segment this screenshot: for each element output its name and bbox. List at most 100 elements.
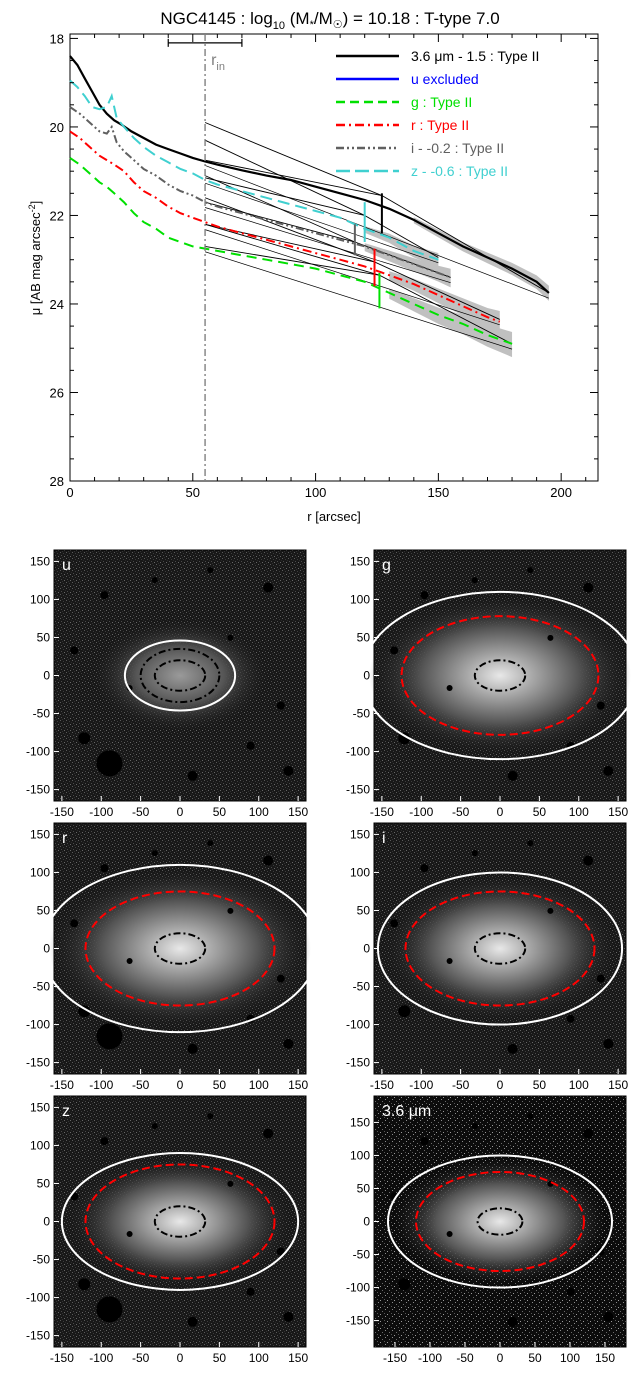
masked-source <box>507 770 518 781</box>
masked-source <box>507 1043 518 1054</box>
masked-source <box>420 591 429 600</box>
x-tick-label: -100 <box>89 805 113 819</box>
x-tick-label: 0 <box>497 1351 504 1365</box>
isophote-ellipse <box>60 1152 300 1291</box>
galaxy-glow <box>393 1158 607 1285</box>
isophote-ellipse <box>123 639 237 712</box>
x-tick-label: -150 <box>370 1078 394 1092</box>
y-tick-label: 100 <box>30 865 50 879</box>
error-band <box>389 271 500 334</box>
x-tick-label: 50 <box>533 1078 547 1092</box>
legend-label: g : Type II <box>411 94 472 110</box>
galaxy-glow <box>384 876 616 1021</box>
masked-source <box>100 591 109 600</box>
y-tick-label: -100 <box>346 1281 370 1295</box>
masked-source <box>78 1005 91 1018</box>
masked-source <box>566 1287 575 1296</box>
x-tick-label: -150 <box>383 1351 407 1365</box>
y-tick-label: 50 <box>357 1181 371 1195</box>
isophote-ellipse <box>404 890 596 1007</box>
isophote-ellipse <box>473 932 527 965</box>
image-panel: u 150 100 50 0 -50 -100 -150-150 -100 -50 0 50 100 15… <box>26 549 308 819</box>
masked-source <box>187 1043 198 1054</box>
x-tick-label: -50 <box>456 1351 474 1365</box>
x-tick-label: -50 <box>132 805 150 819</box>
masked-source <box>246 1287 255 1296</box>
isophote-ellipse <box>476 1207 524 1236</box>
galaxy-glow <box>91 619 269 732</box>
masked-source <box>187 1316 198 1327</box>
panel-label: i <box>382 830 386 847</box>
y-tick-label: 150 <box>350 554 370 568</box>
fit-line <box>204 223 380 276</box>
isophote-ellipse <box>139 647 221 704</box>
fit-envelope <box>204 182 439 264</box>
masked-source <box>390 646 399 655</box>
masked-source <box>207 567 214 574</box>
masked-source <box>78 1278 91 1291</box>
masked-source <box>96 1296 123 1323</box>
masked-source <box>78 732 91 745</box>
y-tick-label: 28 <box>50 474 64 489</box>
masked-source <box>276 974 285 983</box>
masked-source <box>126 1231 133 1238</box>
y-tick-label: 22 <box>50 208 64 223</box>
masked-source <box>527 840 534 847</box>
masked-source <box>70 646 79 655</box>
y-tick-label: 26 <box>50 385 64 400</box>
isophote-ellipse <box>153 659 207 692</box>
series-line <box>69 106 452 279</box>
y-tick-label: 0 <box>363 1215 370 1229</box>
x-tick-label: -50 <box>452 1078 470 1092</box>
masked-source <box>283 1311 294 1322</box>
masked-source <box>446 1231 453 1238</box>
fit-envelope <box>204 207 451 284</box>
x-tick-label: 50 <box>213 1351 227 1365</box>
masked-source <box>420 864 429 873</box>
legend: 3.6 μm - 1.5 : Type II u excluded g : Type… <box>336 48 539 179</box>
y-tick-label: -50 <box>353 1248 371 1262</box>
x-tick-label: -100 <box>89 1351 113 1365</box>
isophote-ellipse <box>153 932 207 965</box>
fit-line <box>204 122 383 196</box>
masked-source <box>263 582 274 593</box>
y-tick-label: 100 <box>30 1138 50 1152</box>
y-tick-label: 50 <box>37 903 51 917</box>
masked-source <box>583 582 594 593</box>
x-tick-label: -150 <box>50 805 74 819</box>
y-tick-label: -50 <box>33 980 51 994</box>
y-tick-label: -50 <box>353 707 371 721</box>
masked-source <box>420 1137 429 1146</box>
panel-label: 3.6 μm <box>382 1103 431 1120</box>
y-tick-label: 50 <box>357 903 371 917</box>
fit-envelope <box>204 251 513 350</box>
isophote-ellipse <box>387 1154 613 1289</box>
isophote-ellipse <box>361 590 639 761</box>
masked-source <box>96 1023 123 1050</box>
masked-source <box>263 855 274 866</box>
masked-source <box>227 634 234 641</box>
panel-label: z <box>62 1103 70 1120</box>
x-tick-label: -150 <box>50 1078 74 1092</box>
x-tick-label: 150 <box>288 805 308 819</box>
y-tick-label: -150 <box>346 1056 370 1070</box>
masked-source <box>227 907 234 914</box>
error-band <box>389 288 513 358</box>
x-tick-label: 100 <box>569 1078 589 1092</box>
fit-envelope <box>204 229 500 326</box>
x-tick-label: 50 <box>213 805 227 819</box>
panel-label: r <box>62 830 68 847</box>
fit-line <box>379 274 513 345</box>
x-tick-label: 200 <box>550 485 572 500</box>
legend-label: i - -0.2 : Type II <box>411 140 504 156</box>
masked-source <box>583 1128 594 1139</box>
y-axis-label: μ [AB mag arcsec-2] <box>27 201 43 316</box>
masked-source <box>151 1123 158 1130</box>
x-tick-label: 150 <box>288 1078 308 1092</box>
x-tick-label: -50 <box>132 1351 150 1365</box>
x-tick-label: 0 <box>177 1078 184 1092</box>
x-tick-label: 150 <box>608 1078 628 1092</box>
y-tick-label: 50 <box>357 630 371 644</box>
